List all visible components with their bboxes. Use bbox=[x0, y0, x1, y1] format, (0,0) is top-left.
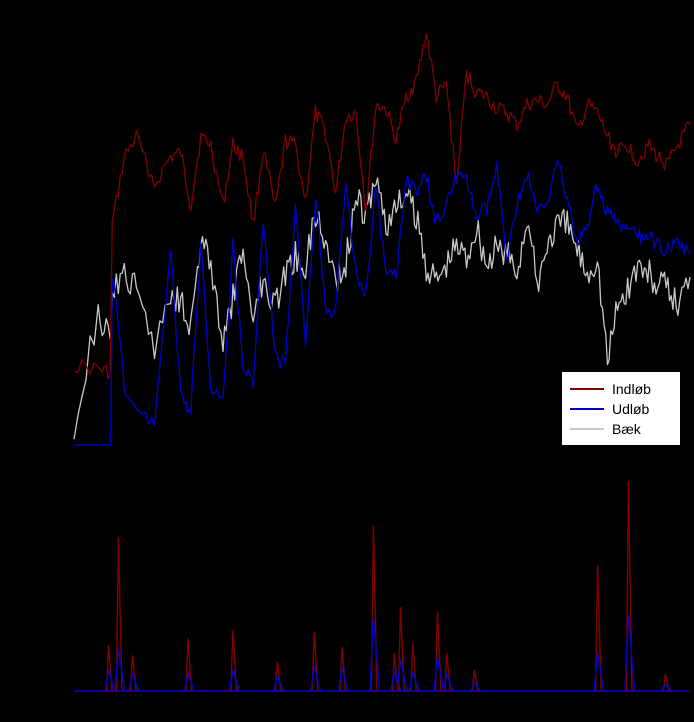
legend-item-udlob: Udløb bbox=[570, 400, 649, 418]
peak-dark-red-12 bbox=[434, 611, 442, 692]
peak-dark-red-3 bbox=[185, 638, 193, 692]
peak-blue-2 bbox=[128, 671, 140, 692]
upper-panel bbox=[73, 33, 691, 446]
peak-dark-red-14 bbox=[471, 669, 479, 692]
peak-blue-6 bbox=[310, 665, 322, 692]
peak-dark-red-11 bbox=[410, 642, 418, 692]
peak-blue-10 bbox=[396, 659, 408, 692]
peak-dark-red-5 bbox=[274, 661, 282, 692]
peak-dark-red-4 bbox=[230, 630, 238, 692]
peak-dark-red-1 bbox=[115, 537, 123, 692]
series-line-indlob bbox=[73, 33, 691, 380]
peak-blue-4 bbox=[228, 669, 240, 692]
peak-blue-0 bbox=[104, 669, 116, 692]
peak-dark-red-6 bbox=[311, 632, 319, 692]
legend-swatch-baek bbox=[570, 428, 604, 430]
legend-label-udlob: Udløb bbox=[612, 401, 650, 417]
peak-dark-red-2 bbox=[129, 655, 137, 692]
legend-label-indlob: Indløb bbox=[612, 381, 651, 397]
peak-blue-16 bbox=[624, 615, 636, 692]
legend-swatch-indlob bbox=[570, 388, 604, 390]
peak-blue-1 bbox=[114, 648, 126, 692]
peak-blue-5 bbox=[273, 674, 285, 692]
peak-dark-red-10 bbox=[397, 606, 405, 692]
peak-blue-15 bbox=[593, 653, 605, 692]
peak-dark-red-13 bbox=[444, 653, 451, 692]
legend-item-baek: Bæk bbox=[570, 420, 641, 438]
peak-blue-13 bbox=[442, 671, 454, 692]
lower-panel bbox=[74, 480, 690, 692]
peak-blue-12 bbox=[433, 657, 445, 692]
legend-item-indlob: Indløb bbox=[570, 380, 651, 398]
series-line-udlob bbox=[74, 160, 691, 446]
legend-label-baek: Bæk bbox=[612, 421, 641, 437]
series-line-baek bbox=[73, 177, 691, 440]
peak-blue-14 bbox=[470, 681, 482, 692]
peak-blue-8 bbox=[369, 617, 381, 692]
peak-blue-17 bbox=[661, 683, 673, 692]
peak-blue-11 bbox=[408, 671, 420, 692]
peak-dark-red-16 bbox=[625, 480, 633, 692]
peak-dark-red-8 bbox=[370, 525, 378, 692]
legend-swatch-udlob bbox=[570, 408, 604, 410]
peak-blue-7 bbox=[337, 667, 349, 692]
peak-dark-red-0 bbox=[105, 644, 113, 692]
legend: Indløb Udløb Bæk bbox=[561, 371, 681, 446]
peak-blue-3 bbox=[183, 671, 195, 692]
peak-dark-red-15 bbox=[594, 564, 602, 692]
peak-dark-red-17 bbox=[662, 674, 670, 692]
